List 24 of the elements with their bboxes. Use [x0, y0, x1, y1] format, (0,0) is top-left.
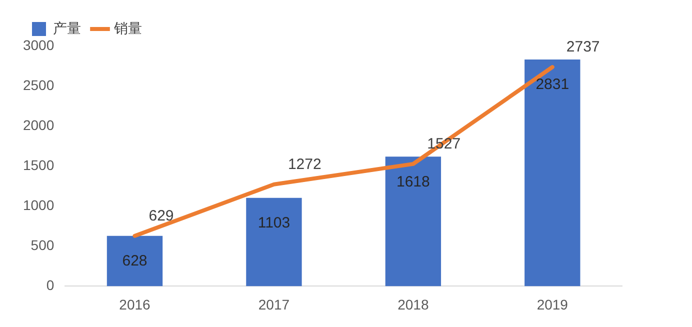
- y-tick-label: 2000: [22, 116, 54, 133]
- data-label: 2831: [536, 76, 570, 94]
- y-tick-label: 2500: [22, 76, 54, 93]
- legend-label: 销量: [113, 20, 142, 36]
- y-tick-label: 3000: [22, 36, 54, 53]
- bar: [106, 236, 163, 286]
- x-tick-label: 2017: [258, 296, 290, 312]
- legend-label: 产量: [53, 20, 81, 36]
- y-tick-label: 1000: [22, 196, 54, 213]
- bar: [246, 198, 302, 286]
- data-label: 2737: [566, 38, 600, 56]
- bar: [524, 60, 580, 286]
- y-tick-label: 0: [46, 277, 54, 294]
- data-label: 628: [122, 252, 148, 270]
- data-label: 1103: [258, 214, 290, 232]
- x-tick-label: 2016: [119, 296, 151, 312]
- x-tick-label: 2018: [398, 296, 429, 312]
- data-label: 1272: [288, 156, 322, 173]
- y-tick-label: 500: [30, 237, 54, 254]
- data-label: 629: [148, 207, 174, 224]
- data-label: 1618: [396, 173, 430, 190]
- bar: [385, 156, 442, 286]
- x-tick-label: 2019: [536, 296, 568, 312]
- y-tick-label: 1500: [22, 156, 54, 173]
